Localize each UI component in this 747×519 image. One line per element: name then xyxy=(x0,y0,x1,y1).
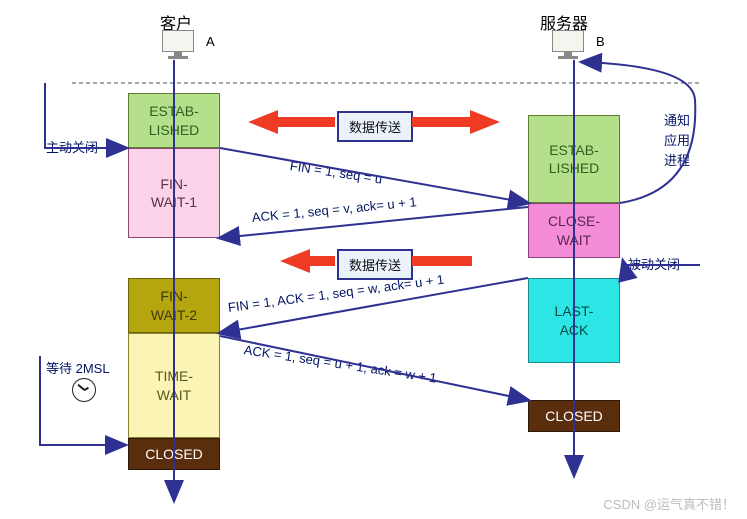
data-transfer-mid-label: 数据传送 xyxy=(337,249,413,280)
notify-l3: 进程 xyxy=(664,150,690,169)
server-monitor-icon xyxy=(548,30,588,60)
msg-fin1: FIN = 1, seq = u xyxy=(289,158,383,187)
state-close-wait: CLOSE- WAIT xyxy=(528,203,620,258)
state-time-wait: TIME- WAIT xyxy=(128,333,220,438)
notify-l1: 通知 xyxy=(664,110,690,129)
data-transfer-top-label: 数据传送 xyxy=(337,111,413,142)
state-fin-wait-1: FIN- WAIT-1 xyxy=(128,148,220,238)
server-letter: B xyxy=(596,34,605,49)
watermark: CSDN @运气真不错！ xyxy=(603,494,735,513)
client-letter: A xyxy=(206,34,215,49)
passive-close-label: 被动关闭 xyxy=(628,254,680,273)
client-monitor-icon xyxy=(158,30,198,60)
msg-ack2: ACK = 1, seq = u + 1, ack = w + 1 xyxy=(243,342,438,386)
state-fin-wait-2: FIN- WAIT-2 xyxy=(128,278,220,333)
state-established-b: ESTAB- LISHED xyxy=(528,115,620,203)
state-established: ESTAB- LISHED xyxy=(128,93,220,148)
wait-2msl-label: 等待 2MSL xyxy=(46,358,110,377)
msg-ack1: ACK = 1, seq = v, ack= u + 1 xyxy=(251,194,417,225)
clock-icon xyxy=(72,378,96,402)
msg-fin2: FIN = 1, ACK = 1, seq = w, ack= u + 1 xyxy=(227,272,445,315)
diagram-canvas: 客户 A 服务器 B ESTAB- LISHEDFIN- WAIT-1FIN- … xyxy=(0,0,747,519)
active-close-label: 主动关闭 xyxy=(46,137,98,156)
state-closed-a: CLOSED xyxy=(128,438,220,470)
notify-l2: 应用 xyxy=(664,130,690,149)
state-closed-b: CLOSED xyxy=(528,400,620,432)
state-last-ack: LAST- ACK xyxy=(528,278,620,363)
